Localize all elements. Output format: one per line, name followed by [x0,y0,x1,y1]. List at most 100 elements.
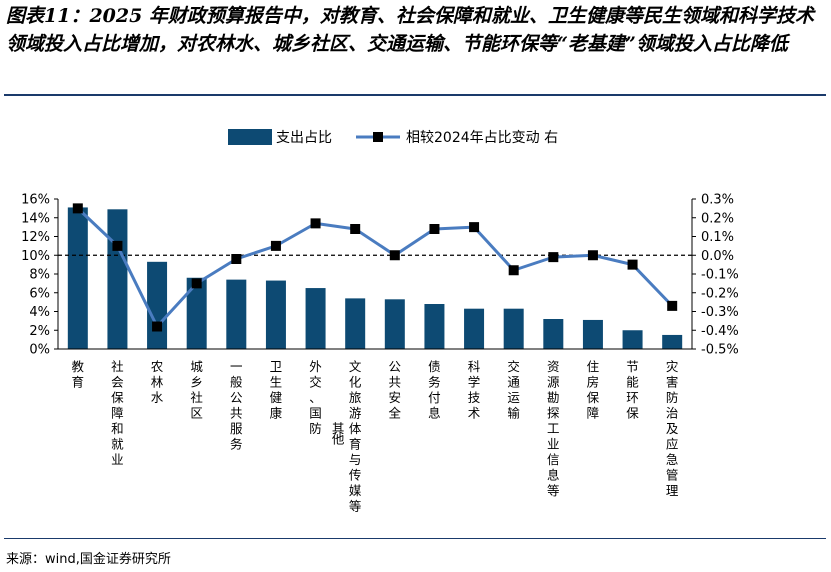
category-char: 通 [507,375,520,390]
category-char: 运 [507,390,520,405]
category-char: 付 [428,390,441,405]
y-left-tick-label: 4% [29,305,50,320]
category-char: 理 [666,483,679,498]
bar [107,209,128,349]
category-char: 康 [270,406,283,421]
chart-title: 图表11：2025 年财政预算报告中，对教育、社会保障和就业、卫生健康等民生领域… [6,5,814,55]
line-point [112,240,123,251]
category-char: 文 [349,359,362,374]
category-char: 外 [309,359,322,374]
category-char: 和 [111,421,124,436]
legend: 支出占比 相较2024年占比变动 右 [228,129,558,146]
category-char: 交 [309,375,322,390]
y-left-tick-label: 0% [29,343,50,358]
bar [464,308,485,349]
bar [186,277,207,349]
line-point [231,254,242,264]
y-right-tick-label: 0.0% [701,249,734,264]
category-char: 游 [349,406,362,421]
y-right-tick-label: -0.3% [701,305,739,320]
category-char: 公 [230,390,243,405]
category-char: 育 [349,437,362,452]
bar [345,298,366,349]
y-left-tick-label: 10% [21,249,50,264]
line-point [270,240,281,251]
category-label: 节能环保 [626,359,639,421]
category-char: 节 [626,359,639,374]
category-char: 卫 [270,359,283,374]
category-char: 化 [349,375,362,390]
category-char: 勘 [547,390,560,405]
category-char: 环 [626,390,639,405]
category-label: 城乡社区 [190,359,203,421]
category-char: 等 [547,483,560,498]
category-char: 育 [72,375,85,390]
line-point [508,265,519,276]
category-char: 区 [190,406,203,421]
category-label: 交通运输 [507,359,520,421]
y-left-tick-label: 8% [29,268,50,283]
category-char: 业 [111,452,124,467]
category-char: 应 [666,437,679,452]
change-line [72,203,678,332]
category-char: 急 [666,452,679,467]
line-point [469,222,480,233]
category-label: 外交、国防 [309,359,322,436]
category-char: 安 [389,390,402,405]
category-char: 息 [547,468,560,483]
category-char: 农 [151,359,164,374]
line-point [152,321,163,332]
category-char: 保 [626,406,639,421]
category-label: 教育 [72,359,85,390]
category-char: 学 [468,375,481,390]
category-char: 探 [547,406,560,421]
category-char: 生 [270,375,283,390]
category-char: 输 [507,406,520,421]
category-char: 保 [111,390,124,405]
category-char: 就 [111,437,124,452]
bar [265,280,286,349]
category-char: 交 [507,359,520,374]
category-char: 防 [666,390,679,405]
category-char: 共 [230,406,243,421]
y-right-tick-label: 0.3% [701,193,734,208]
category-char: 术 [468,406,481,421]
chart: 支出占比 相较2024年占比变动 右 0% 2% 4% 6% 8% 10% 12% 14% 16… [21,129,739,514]
y-right-tick-label: -0.5% [701,343,739,358]
y-right-tick-label: -0.1% [701,268,739,283]
category-label: 卫生健康 [270,359,283,421]
category-char: 他 [332,432,345,447]
line-point [587,250,598,261]
category-char: 业 [547,437,560,452]
line-point [389,250,400,261]
y-axis-right: -0.5% -0.4% -0.3% -0.2% -0.1% 0.0% 0.1% 0.2% 0.3… [691,193,739,358]
category-char: 旅 [349,390,362,405]
bar [384,299,405,349]
bar [503,308,524,349]
x-axis-categories: 教育社会保障和就业农林水城乡社区一般公共服务卫生健康外交、国防文化旅游体育与传媒… [72,359,679,514]
category-char: 资 [547,359,560,374]
legend-bar-label: 支出占比 [276,130,332,146]
category-char: 水 [151,390,164,405]
category-char: 共 [389,375,402,390]
legend-bar-swatch [228,129,272,145]
bar [582,319,603,349]
category-char: 息 [428,406,441,421]
line-point [548,252,559,263]
y-left-tick-label: 2% [29,324,50,339]
line-point [191,278,202,289]
category-char: 社 [111,359,124,374]
legend-line-marker [373,132,383,142]
category-char: 、 [309,390,322,405]
category-char: 务 [428,375,441,390]
category-char: 一 [230,359,243,374]
title-rule [4,94,826,96]
category-char: 房 [587,375,600,390]
category-char: 服 [230,421,243,436]
category-char: 保 [587,390,600,405]
category-char: 与 [349,452,362,467]
category-char: 其 [332,421,345,436]
category-char: 信 [547,452,560,467]
